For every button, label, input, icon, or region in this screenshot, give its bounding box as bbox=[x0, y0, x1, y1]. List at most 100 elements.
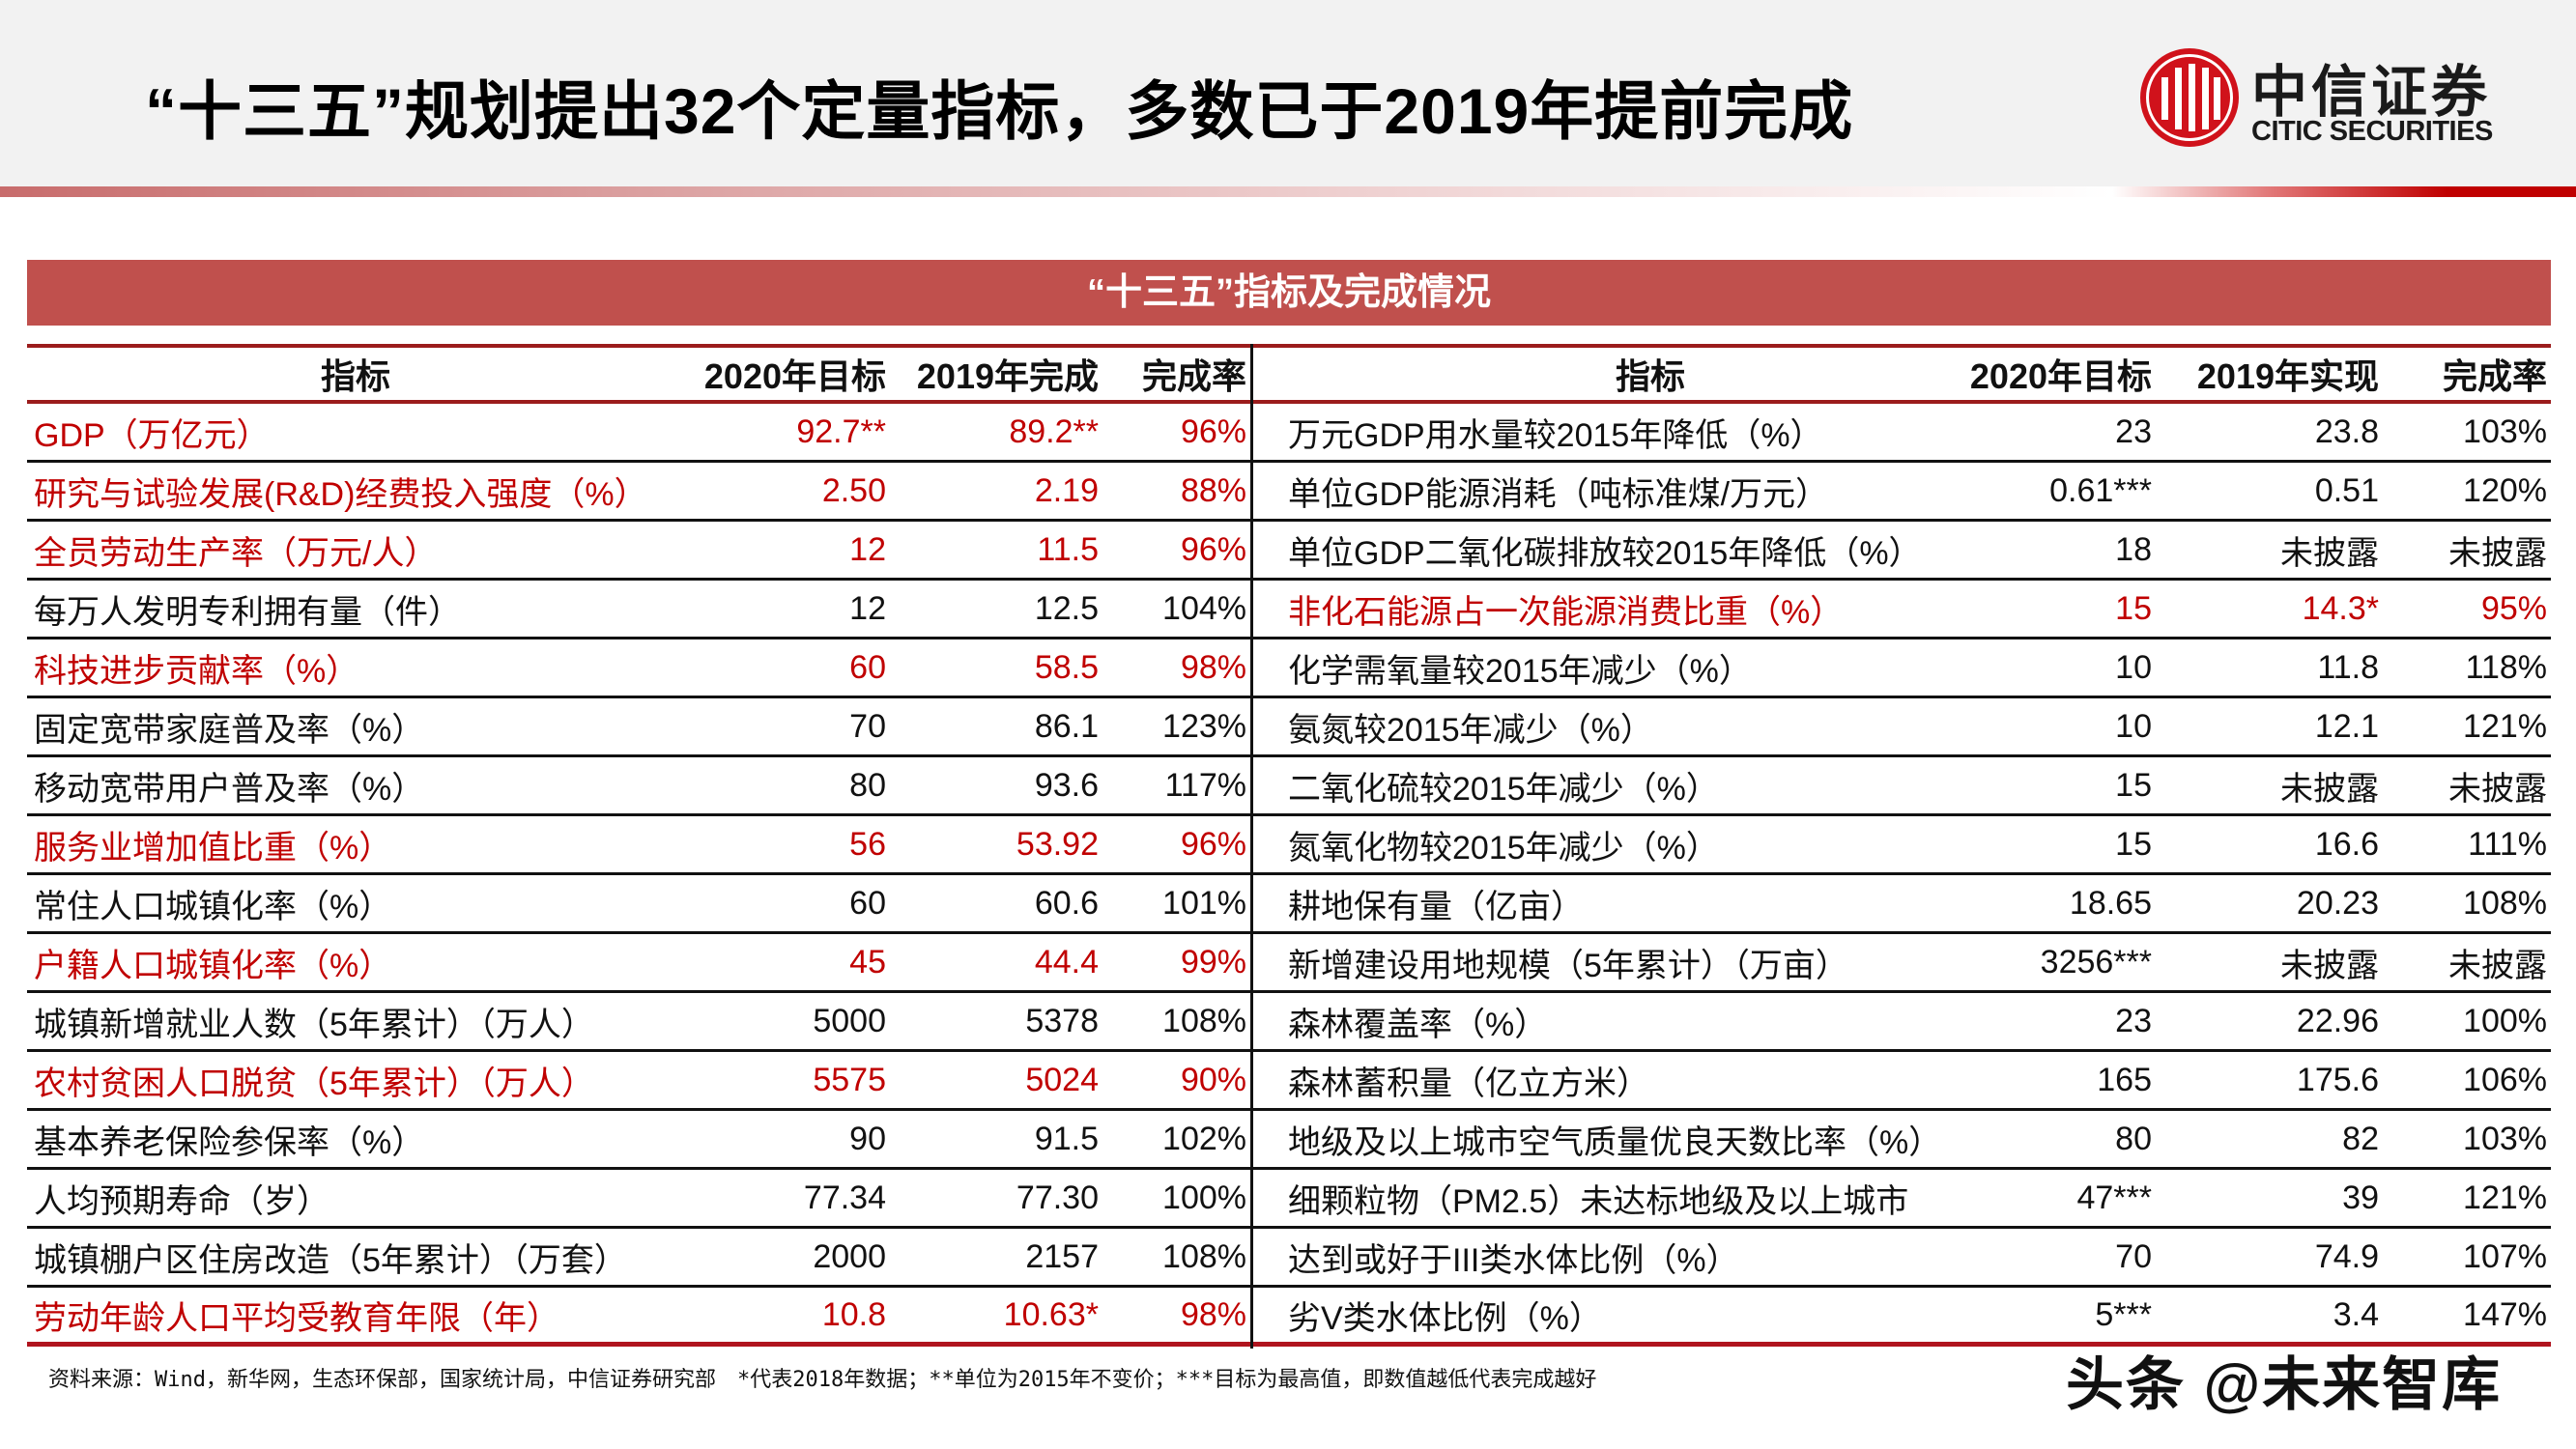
completion-rate: 121% bbox=[2463, 707, 2547, 745]
source-footnote: 资料来源：Wind，新华网，生态环保部，国家统计局，中信证券研究部 *代表201… bbox=[48, 1368, 1597, 1392]
completion-rate: 98% bbox=[1180, 648, 1246, 686]
table-row: 服务业增加值比重（%） 56 53.92 96% 氮氧化物较2015年减少（%） 15 16… bbox=[27, 816, 2551, 875]
completion-rate: 106% bbox=[2463, 1061, 2547, 1098]
target-value: 18 bbox=[2115, 530, 2152, 568]
column-header-actual-right: 2019年实现 bbox=[2196, 356, 2379, 396]
completion-rate: 未披露 bbox=[2448, 947, 2547, 984]
target-value: 80 bbox=[2115, 1120, 2152, 1157]
table-row: 科技进步贡献率（%） 60 58.5 98% 化学需氧量较2015年减少（%） 10 11.… bbox=[27, 639, 2551, 698]
table-row: 每万人发明专利拥有量（件） 12 12.5 104% 非化石能源占一次能源消费比重（%）… bbox=[27, 581, 2551, 639]
completion-rate: 88% bbox=[1180, 471, 1246, 509]
target-value: 23 bbox=[2115, 412, 2152, 450]
completion-rate: 108% bbox=[1162, 1002, 1246, 1039]
actual-value: 14.3* bbox=[2302, 589, 2379, 627]
completion-rate: 120% bbox=[2463, 471, 2547, 509]
target-value: 5575 bbox=[813, 1061, 886, 1098]
indicator-label: 单位GDP二氧化碳排放较2015年降低（%） bbox=[1288, 534, 1922, 572]
actual-value: 未披露 bbox=[2280, 947, 2379, 984]
table-row: 全员劳动生产率（万元/人） 12 11.5 96% 单位GDP二氧化碳排放较2015年降… bbox=[27, 522, 2551, 581]
completion-rate: 121% bbox=[2463, 1179, 2547, 1216]
indicator-label: 每万人发明专利拥有量（件） bbox=[34, 593, 461, 631]
completion-rate: 103% bbox=[2463, 412, 2547, 450]
target-value: 12 bbox=[849, 530, 886, 568]
logo-chinese-name: 中信证券 bbox=[2251, 59, 2492, 125]
indicator-label: 非化石能源占一次能源消费比重（%） bbox=[1288, 593, 1844, 631]
column-header-indicator-right: 指标 bbox=[1615, 356, 1685, 396]
actual-value: 5378 bbox=[1025, 1002, 1099, 1039]
indicator-label: 固定宽带家庭普及率（%） bbox=[34, 711, 425, 749]
actual-value: 12.1 bbox=[2314, 707, 2379, 745]
table-row: 移动宽带用户普及率（%） 80 93.6 117% 二氧化硫较2015年减少（%） 15 未… bbox=[27, 757, 2551, 816]
completion-rate: 98% bbox=[1180, 1295, 1246, 1333]
indicator-label: 二氧化硫较2015年减少（%） bbox=[1288, 770, 1719, 808]
actual-value: 11.8 bbox=[2317, 648, 2379, 686]
target-value: 12 bbox=[849, 589, 886, 627]
target-value: 5000 bbox=[813, 1002, 886, 1039]
indicator-label: 农村贫困人口脱贫（5年累计）（万人） bbox=[34, 1065, 594, 1102]
completion-rate: 102% bbox=[1162, 1120, 1246, 1157]
actual-value: 未披露 bbox=[2280, 770, 2379, 808]
indicator-label: 科技进步贡献率（%） bbox=[34, 652, 359, 690]
indicator-label: 城镇新增就业人数（5年累计）（万人） bbox=[34, 1006, 594, 1043]
completion-rate: 未披露 bbox=[2448, 534, 2547, 572]
table-header-row: 指标 2020年目标 2019年完成 完成率 指标 2020年目标 2019年实… bbox=[27, 344, 2551, 404]
actual-value: 3.4 bbox=[2333, 1295, 2379, 1333]
page-title: “十三五”规划提出32个定量指标，多数已于2019年提前完成 bbox=[145, 75, 1854, 147]
target-value: 90 bbox=[849, 1120, 886, 1157]
completion-rate: 95% bbox=[2480, 589, 2547, 627]
completion-rate: 104% bbox=[1162, 589, 1246, 627]
completion-rate: 103% bbox=[2463, 1120, 2547, 1157]
actual-value: 89.2** bbox=[1009, 412, 1099, 450]
table-row: GDP（万亿元） 92.7** 89.2** 96% 万元GDP用水量较2015年降低（… bbox=[27, 404, 2551, 463]
table-title: “十三五”指标及完成情况 bbox=[27, 260, 2551, 326]
indicator-label: 万元GDP用水量较2015年降低（%） bbox=[1288, 416, 1823, 454]
table-row: 城镇新增就业人数（5年累计）（万人） 5000 5378 108% 森林覆盖率（%） 23… bbox=[27, 993, 2551, 1052]
completion-rate: 99% bbox=[1180, 943, 1246, 980]
completion-rate: 100% bbox=[1162, 1179, 1246, 1216]
indicator-label: 森林蓄积量（亿立方米） bbox=[1288, 1065, 1649, 1102]
target-value: 2.50 bbox=[821, 471, 886, 509]
citic-logo-icon bbox=[2140, 48, 2239, 147]
target-value: 60 bbox=[849, 648, 886, 686]
indicator-label: 人均预期寿命（岁） bbox=[34, 1182, 329, 1220]
completion-rate: 96% bbox=[1180, 530, 1246, 568]
indicator-label: GDP（万亿元） bbox=[34, 416, 270, 454]
column-header-rate-left: 完成率 bbox=[1141, 356, 1246, 396]
indicator-label: 森林覆盖率（%） bbox=[1288, 1006, 1548, 1043]
indicator-label: 新增建设用地规模（5年累计）（万亩） bbox=[1288, 947, 1848, 984]
target-value: 5*** bbox=[2095, 1295, 2152, 1333]
actual-value: 16.6 bbox=[2314, 825, 2379, 863]
target-value: 165 bbox=[2097, 1061, 2152, 1098]
completion-rate: 118% bbox=[2465, 648, 2547, 686]
target-value: 2000 bbox=[813, 1237, 886, 1275]
indicator-label: 常住人口城镇化率（%） bbox=[34, 888, 392, 925]
completion-rate: 108% bbox=[2463, 884, 2547, 922]
indicator-label: 移动宽带用户普及率（%） bbox=[34, 770, 425, 808]
table-row: 农村贫困人口脱贫（5年累计）（万人） 5575 5024 90% 森林蓄积量（亿立方米）… bbox=[27, 1052, 2551, 1111]
completion-rate: 108% bbox=[1162, 1237, 1246, 1275]
table-row: 城镇棚户区住房改造（5年累计）（万套） 2000 2157 108% 达到或好于III类… bbox=[27, 1229, 2551, 1288]
target-value: 56 bbox=[849, 825, 886, 863]
actual-value: 22.96 bbox=[2296, 1002, 2379, 1039]
target-value: 47*** bbox=[2076, 1179, 2152, 1216]
actual-value: 23.8 bbox=[2314, 412, 2379, 450]
target-value: 70 bbox=[849, 707, 886, 745]
indicator-label: 劣V类水体比例（%） bbox=[1288, 1299, 1602, 1337]
column-header-rate-right: 完成率 bbox=[2442, 356, 2547, 396]
target-value: 45 bbox=[849, 943, 886, 980]
actual-value: 93.6 bbox=[1034, 766, 1099, 804]
completion-rate: 101% bbox=[1162, 884, 1246, 922]
actual-value: 10.63* bbox=[1003, 1295, 1099, 1333]
indicator-label: 氮氧化物较2015年减少（%） bbox=[1288, 829, 1719, 867]
table-row: 人均预期寿命（岁） 77.34 77.30 100% 细颗粒物（PM2.5）未达标地级及… bbox=[27, 1170, 2551, 1229]
actual-value: 175.6 bbox=[2296, 1061, 2379, 1098]
table-row: 基本养老保险参保率（%） 90 91.5 102% 地级及以上城市空气质量优良天数比率（… bbox=[27, 1111, 2551, 1170]
indicators-table: 指标 2020年目标 2019年完成 完成率 指标 2020年目标 2019年实… bbox=[27, 344, 2551, 1347]
indicator-label: 单位GDP能源消耗（吨标准煤/万元） bbox=[1288, 475, 1829, 513]
header-divider bbox=[0, 186, 2576, 197]
citic-logo: 中信证券 CITIC SECURITIES bbox=[2140, 48, 2546, 155]
actual-value: 2157 bbox=[1025, 1237, 1099, 1275]
indicator-label: 城镇棚户区住房改造（5年累计）（万套） bbox=[34, 1241, 627, 1279]
actual-value: 82 bbox=[2342, 1120, 2379, 1157]
table-row: 研究与试验发展(R&D)经费投入强度（%） 2.50 2.19 88% 单位GDP能源消… bbox=[27, 463, 2551, 522]
